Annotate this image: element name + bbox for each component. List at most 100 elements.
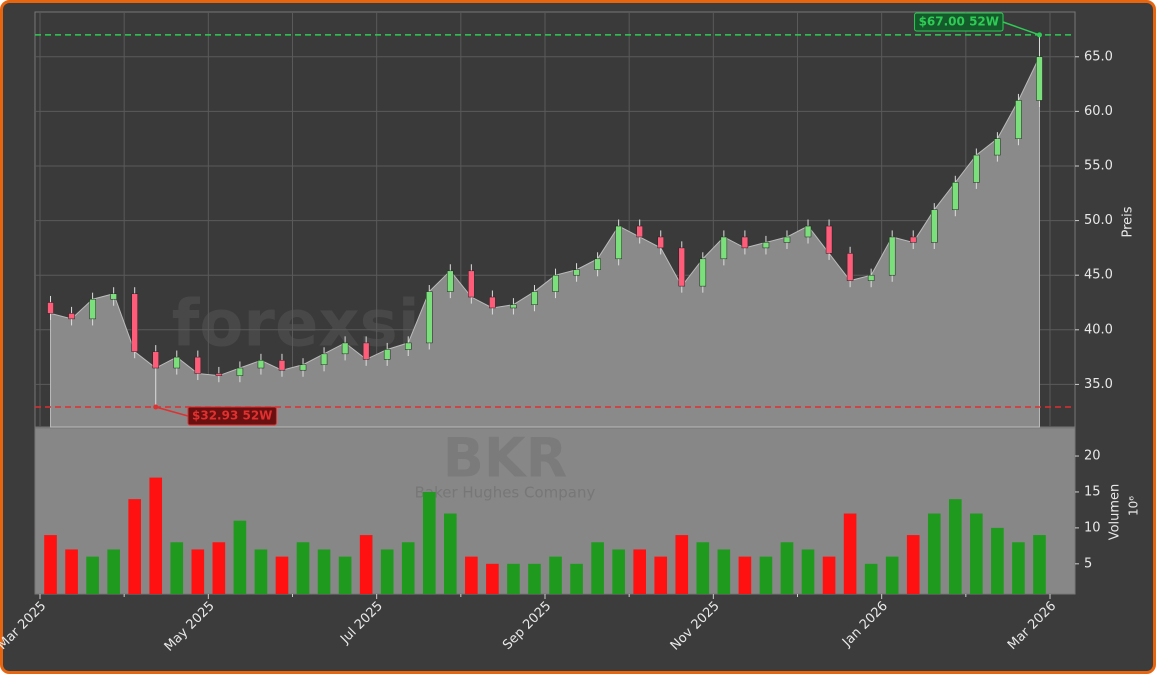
low-annotation-box [187,406,277,426]
candle-body [636,225,643,238]
candle-body [741,236,749,249]
volume-bar [549,556,562,594]
candle-body [510,304,517,309]
candle-body [615,225,622,260]
candle-body [362,342,370,360]
volume-bar [233,520,247,594]
volume-bar [591,542,604,594]
volume-bar [843,513,857,594]
candle-body [657,236,664,249]
volume-bar [422,491,436,594]
y-tick-label: 35.0 [1084,377,1113,392]
y-tick-label: 60.0 [1084,104,1113,119]
volume-bar [380,549,394,594]
volume-bar [612,549,625,594]
volume-bar [444,513,457,594]
candle-body [131,293,138,352]
volume-bar [65,549,78,594]
volume-bar [359,535,373,594]
candle-body [573,269,580,276]
volume-bar [1012,542,1025,594]
y-axis-label: Preis [1121,206,1136,237]
volume-bar [338,556,352,594]
volume-bar [822,556,836,594]
volume-bar [507,563,520,594]
candle-body [846,253,854,281]
candle-body [888,236,896,276]
candle-body [994,138,1001,156]
candle-body [236,367,244,376]
candle-body [194,356,202,374]
candle-body [404,342,412,350]
high-annotation-arrow-head [1036,32,1042,38]
volume-bar [191,549,205,594]
volume-bar [465,556,478,594]
volume-bar [254,549,268,594]
high-annotation-label: $67.00 52W [919,15,999,29]
low-annotation-arrow [155,406,189,417]
volume-bar [738,556,752,594]
candle-body [257,360,265,369]
volume-bar [927,513,941,594]
candle-body [320,353,328,366]
y-tick-label: 50.0 [1084,213,1113,228]
volume-bar [780,542,794,594]
volume-bar [885,556,899,594]
candle-body [152,351,159,369]
candle-body [447,270,454,292]
y2-tick-label: 5 [1084,556,1092,571]
volume-bar [654,556,668,594]
candle-body [783,236,791,243]
volume-bar [317,549,331,594]
candle-body [909,236,917,243]
volume-bar [86,556,99,594]
candle-body [341,342,349,355]
volume-bar [149,477,163,594]
candle-body [489,296,496,309]
y-tick-label: 45.0 [1084,268,1113,283]
candle-body [1036,56,1043,101]
low-annotation-label: $32.93 52W [192,409,272,423]
volume-bar [970,513,983,594]
y2-tick-label: 10 [1084,520,1101,535]
volume-bar [128,499,141,594]
y-tick-label: 55.0 [1084,158,1113,173]
volume-bar [528,563,541,594]
y-tick-label: 65.0 [1084,49,1113,64]
candle-body [89,298,96,320]
volume-bar [296,542,310,594]
volume-bar [212,542,226,594]
candle-body [678,247,686,287]
volume-bar [486,563,499,594]
candle-body [552,274,559,292]
candle-body [825,225,833,254]
y2-tick-label: 15 [1084,484,1101,499]
candle-body [699,258,707,287]
volume-bar [991,527,1004,594]
candle-body [867,274,875,281]
candle-body [468,270,475,298]
volume-bar [949,499,962,594]
volume-bar [275,556,289,594]
candle-body [110,293,117,300]
candle-body [1015,100,1022,139]
candle-body [804,225,812,238]
volume-bar [675,535,689,594]
candle-body [383,349,391,360]
high-annotation-arrow [1002,21,1040,36]
volume-bar [717,549,731,594]
candle-body [973,154,980,183]
watermark-subtitle: Baker Hughes Company [415,484,596,502]
candle-body [952,182,959,210]
volume-bar [801,549,815,594]
candle-body [68,313,75,320]
candle-body [299,364,307,371]
high-annotation: $67.00 52W [914,12,1004,32]
candle-body [531,291,538,305]
y2-axis-multiplier: 10⁶ [1127,496,1141,516]
volume-bar [107,549,120,594]
candle-body [426,291,433,344]
volume-bar [633,549,646,594]
volume-bar [696,542,710,594]
candle-body [762,242,770,249]
